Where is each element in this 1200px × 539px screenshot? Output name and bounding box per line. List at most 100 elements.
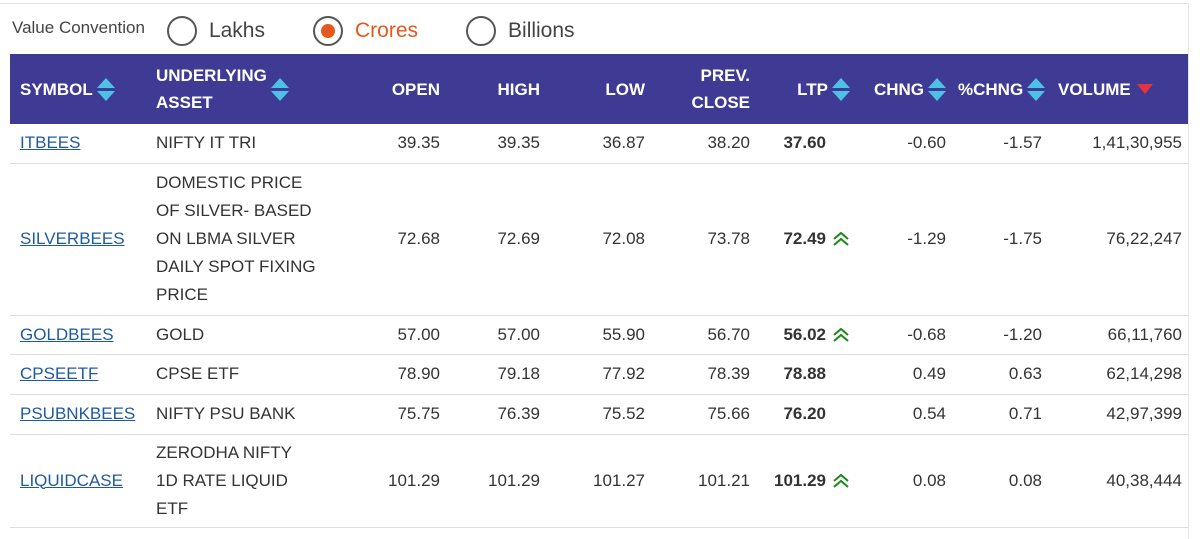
open-value: 72.68 [346, 163, 446, 316]
table-row: PSUBNKBEES NIFTY PSU BANK 75.75 76.39 75… [10, 394, 1188, 435]
header-symbol[interactable]: SYMBOL [10, 54, 146, 124]
low-value: 75.52 [546, 394, 651, 435]
low-value: 101.27 [546, 434, 651, 528]
table-row: ITBEES NIFTY IT TRI 39.35 39.35 36.87 38… [10, 124, 1188, 164]
header-low[interactable]: LOW [605, 79, 645, 99]
radio-selected-dot [321, 23, 335, 38]
open-value: 101.29 [346, 434, 446, 528]
open-value: 57.00 [346, 315, 446, 355]
table-row: LIQUIDCASE ZERODHA NIFTY 1D RATE LIQUID … [10, 434, 1188, 528]
pchng-value: -1.20 [952, 315, 1048, 355]
prev-close-value: 73.78 [651, 163, 756, 316]
double-chevron-up-icon [832, 327, 850, 343]
volume-value: 42,97,399 [1048, 394, 1188, 435]
symbol-link[interactable]: PSUBNKBEES [20, 404, 136, 423]
pchng-value: 0.63 [952, 354, 1048, 395]
underlying-asset: ZERODHA NIFTY 1D RATE LIQUID ETF [146, 434, 346, 528]
pchng-value: -1.57 [952, 124, 1048, 164]
header-chng[interactable]: CHNG [856, 54, 952, 124]
high-value: 76.39 [446, 394, 546, 435]
radio-crores[interactable]: Crores [313, 15, 419, 46]
chng-value: -0.60 [856, 124, 952, 164]
double-chevron-up-icon [832, 473, 850, 489]
chng-value: 0.54 [856, 394, 952, 435]
value-convention-label: Value Convention [12, 17, 145, 37]
ltp-value: 76.20 [783, 404, 826, 423]
volume-value: 76,22,247 [1048, 163, 1188, 316]
pchng-value: 0.71 [952, 394, 1048, 435]
ltp-value: 78.88 [783, 364, 826, 383]
symbol-link[interactable]: SILVERBEES [20, 229, 125, 248]
sort-icon[interactable] [1027, 77, 1046, 101]
table-row: SILVERBEES DOMESTIC PRICE OF SILVER- BAS… [10, 163, 1188, 316]
high-value: 72.69 [446, 163, 546, 316]
etf-quotes-table: SYMBOL UNDERLYING ASSET OPEN HIGH LOW PRE… [10, 54, 1188, 528]
volume-value: 62,14,298 [1048, 354, 1188, 395]
prev-close-value: 75.66 [651, 394, 756, 435]
header-ltp[interactable]: LTP [756, 54, 856, 124]
chng-value: 0.49 [856, 354, 952, 395]
low-value: 55.90 [546, 315, 651, 355]
underlying-asset: NIFTY IT TRI [146, 124, 346, 164]
open-value: 39.35 [346, 124, 446, 164]
high-value: 101.29 [446, 434, 546, 528]
value-convention-selector: Value Convention Lakhs Crores Billions [12, 8, 623, 53]
radio-label-billions: Billions [508, 18, 575, 42]
radio-circle-crores[interactable] [313, 15, 343, 46]
symbol-link[interactable]: LIQUIDCASE [20, 470, 123, 490]
symbol-link[interactable]: GOLDBEES [20, 324, 114, 344]
prev-close-value: 78.39 [651, 354, 756, 395]
volume-value: 40,38,444 [1048, 434, 1188, 528]
prev-close-value: 56.70 [651, 315, 756, 355]
header-prev-close[interactable]: PREV. CLOSE [691, 66, 750, 112]
low-value: 36.87 [546, 124, 651, 164]
pchng-value: -1.75 [952, 163, 1048, 316]
sort-icon[interactable] [96, 77, 115, 101]
symbol-link[interactable]: CPSEETF [20, 364, 99, 383]
table-header-row: SYMBOL UNDERLYING ASSET OPEN HIGH LOW PRE… [10, 54, 1188, 124]
radio-billions[interactable]: Billions [466, 15, 575, 46]
prev-close-value: 38.20 [651, 124, 756, 164]
high-value: 57.00 [446, 315, 546, 355]
header-open[interactable]: OPEN [391, 79, 440, 99]
header-high[interactable]: HIGH [497, 79, 541, 99]
ltp-value: 72.49 [783, 229, 826, 248]
radio-label-crores: Crores [355, 18, 419, 42]
volume-value: 1,41,30,955 [1048, 124, 1188, 164]
volume-value: 66,11,760 [1048, 315, 1188, 355]
sort-desc-icon[interactable] [1136, 84, 1153, 94]
sort-icon[interactable] [270, 77, 289, 101]
sort-icon[interactable] [928, 77, 946, 101]
underlying-asset: CPSE ETF [146, 354, 346, 395]
radio-label-lakhs: Lakhs [208, 18, 265, 42]
underlying-asset: DOMESTIC PRICE OF SILVER- BASED ON LBMA … [146, 163, 346, 316]
symbol-link[interactable]: ITBEES [20, 133, 81, 153]
chng-value: 0.08 [856, 434, 952, 528]
chng-value: -0.68 [856, 315, 952, 355]
right-divider [1188, 3, 1189, 539]
ltp-value: 56.02 [783, 324, 826, 344]
high-value: 39.35 [446, 124, 546, 164]
low-value: 72.08 [546, 163, 651, 316]
table-row: GOLDBEES GOLD 57.00 57.00 55.90 56.70 56… [10, 315, 1188, 355]
open-value: 78.90 [346, 354, 446, 395]
underlying-asset: NIFTY PSU BANK [146, 394, 346, 435]
prev-close-value: 101.21 [651, 434, 756, 528]
radio-circle-lakhs[interactable] [166, 15, 197, 46]
header-volume[interactable]: VOLUME [1048, 54, 1188, 124]
pchng-value: 0.08 [952, 434, 1048, 528]
ltp-value: 37.60 [783, 133, 826, 153]
ltp-value: 101.29 [774, 470, 826, 490]
radio-circle-billions[interactable] [466, 15, 497, 46]
underlying-asset: GOLD [146, 315, 346, 355]
radio-lakhs[interactable]: Lakhs [166, 15, 265, 46]
table-row: CPSEETF CPSE ETF 78.90 79.18 77.92 78.39… [10, 354, 1188, 395]
open-value: 75.75 [346, 394, 446, 435]
low-value: 77.92 [546, 354, 651, 395]
double-chevron-up-icon [832, 231, 850, 247]
high-value: 79.18 [446, 354, 546, 395]
sort-icon[interactable] [832, 77, 850, 101]
header-underlying-asset[interactable]: UNDERLYING ASSET [146, 54, 346, 124]
header-pchng[interactable]: %CHNG [952, 54, 1048, 124]
chng-value: -1.29 [856, 163, 952, 316]
